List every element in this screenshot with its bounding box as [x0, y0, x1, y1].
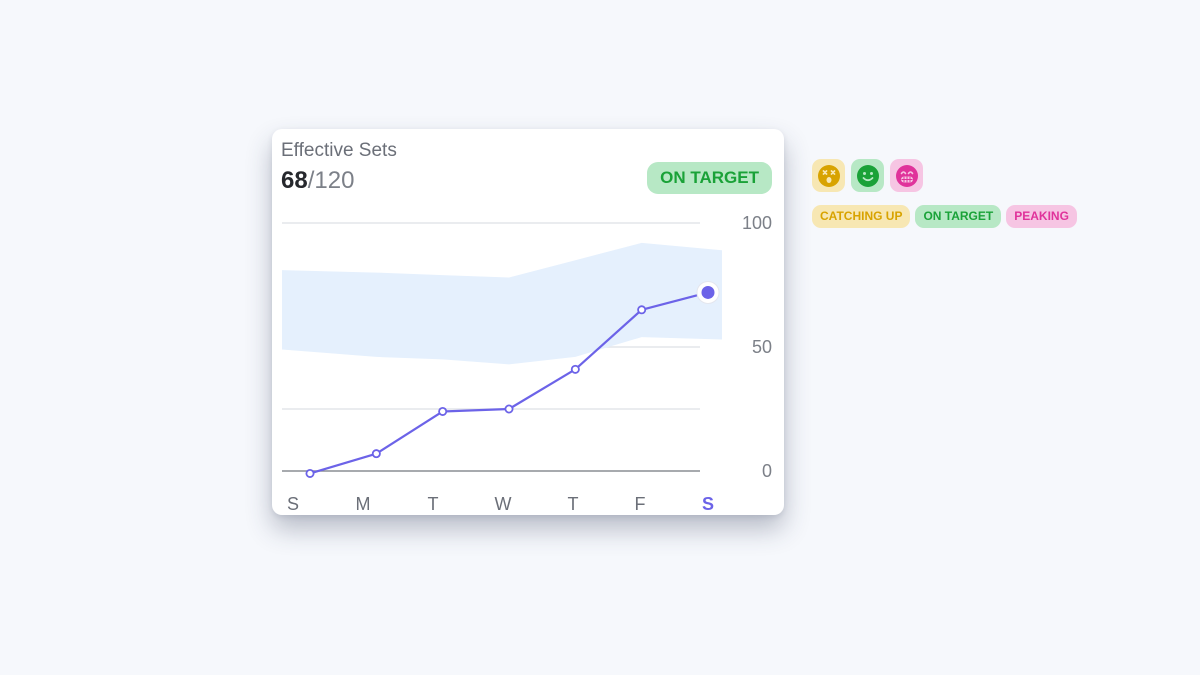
x-tick-label: F [635, 494, 646, 514]
x-tick-label: M [356, 494, 371, 514]
data-points-layer [305, 280, 720, 478]
smile-face-icon[interactable] [851, 159, 884, 192]
x-tick-label: T [568, 494, 579, 514]
y-tick-label: 50 [752, 337, 772, 357]
tag-peaking[interactable]: PEAKING [1006, 205, 1077, 228]
dizzy-face-icon[interactable] [812, 159, 845, 192]
sets-line-chart: 0 50 100 S M T W T F S [282, 213, 772, 514]
data-point [305, 468, 315, 478]
y-tick-label: 100 [742, 213, 772, 233]
status-badge: ON TARGET [647, 162, 772, 194]
active-data-point [701, 285, 715, 299]
y-ticks: 0 50 100 [742, 213, 772, 481]
x-tick-label: S [287, 494, 299, 514]
data-point [371, 449, 381, 459]
card-title: Effective Sets [281, 140, 397, 161]
y-tick-label: 0 [762, 461, 772, 481]
target-band-layer [282, 242, 722, 365]
tag-catching-up[interactable]: CATCHING UP [812, 205, 911, 228]
tag-on-target[interactable]: ON TARGET [915, 205, 1002, 228]
target-band [282, 242, 722, 365]
data-point [637, 305, 647, 315]
sets-count: 68/120 [281, 167, 354, 195]
x-tick-label: W [495, 494, 512, 514]
data-point [438, 406, 448, 416]
legend-tags: CATCHING UP ON TARGET PEAKING [812, 205, 1077, 228]
sets-separator: / [307, 167, 315, 194]
effective-sets-card[interactable]: Effective Sets 68/120 ON TARGET 0 50 100 S… [272, 129, 784, 515]
legend-icons [812, 159, 923, 192]
sets-total: 120 [314, 167, 355, 194]
grin-face-icon[interactable] [890, 159, 923, 192]
sets-current: 68 [281, 167, 308, 194]
data-point [504, 404, 514, 414]
data-point [570, 364, 580, 374]
x-tick-label: S [702, 494, 714, 514]
x-tick-label: T [428, 494, 439, 514]
